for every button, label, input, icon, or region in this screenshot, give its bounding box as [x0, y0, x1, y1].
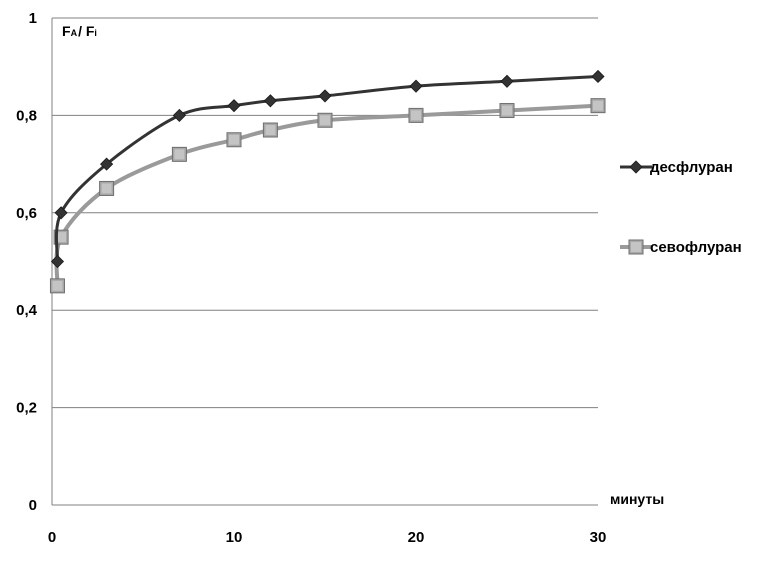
y-tick-label: 0,8	[16, 107, 37, 124]
data-point	[227, 99, 241, 113]
legend-marker	[629, 160, 643, 174]
y-tick-label: 0,2	[16, 400, 37, 417]
y-axis-title: FA/ Fi	[62, 23, 97, 39]
data-point-highlight	[593, 100, 603, 111]
data-point	[100, 157, 114, 171]
legend-label: десфлуран	[650, 159, 733, 176]
data-point	[262, 122, 278, 138]
data-point	[49, 278, 65, 294]
data-point	[500, 74, 514, 88]
legend-item-0: десфлуран	[620, 159, 733, 176]
y-tick-label: 0	[29, 497, 37, 514]
data-point-highlight	[229, 134, 239, 145]
data-point	[591, 69, 605, 84]
y-tick-label: 1	[29, 10, 37, 27]
data-point-highlight	[174, 149, 185, 160]
data-point-highlight	[411, 110, 421, 121]
data-point-highlight	[56, 232, 67, 243]
series-line-1	[54, 103, 599, 286]
y-tick-label: 0,6	[16, 205, 37, 222]
data-point	[409, 79, 423, 93]
series-1	[49, 98, 606, 294]
data-point	[172, 108, 186, 122]
data-point-highlight	[265, 125, 276, 136]
data-point-highlight	[502, 105, 512, 116]
x-axis-title: минуты	[610, 491, 664, 507]
x-tick-label: 30	[590, 529, 607, 546]
data-point	[54, 206, 68, 220]
legend-marker	[628, 239, 644, 255]
data-point	[590, 98, 606, 114]
x-tick-label: 20	[408, 529, 425, 546]
data-point-highlight	[101, 183, 112, 194]
data-point	[99, 180, 115, 196]
y-tick-labels: 0 0,2 0,4 0,6 0,8 1	[16, 10, 38, 514]
x-tick-label: 10	[226, 529, 243, 546]
legend: десфлуран севофлуран	[620, 159, 742, 256]
data-point	[226, 132, 242, 148]
data-point	[318, 89, 332, 103]
data-point	[50, 254, 65, 269]
series-0	[50, 69, 605, 269]
legend-marker-highlight	[631, 242, 641, 252]
series-group	[49, 69, 606, 294]
series-line-0	[54, 74, 599, 262]
data-point-highlight	[52, 280, 63, 291]
data-point-highlight	[320, 115, 330, 126]
data-point	[317, 112, 333, 128]
x-tick-labels: 0 10 20 30	[48, 529, 607, 546]
data-point	[499, 103, 515, 119]
x-tick-label: 0	[48, 529, 56, 546]
data-point	[408, 107, 424, 123]
data-point	[171, 146, 187, 162]
legend-item-1: севофлуран	[620, 239, 742, 256]
legend-label: севофлуран	[650, 239, 742, 256]
y-tick-label: 0,4	[16, 302, 38, 319]
data-point	[263, 94, 277, 108]
